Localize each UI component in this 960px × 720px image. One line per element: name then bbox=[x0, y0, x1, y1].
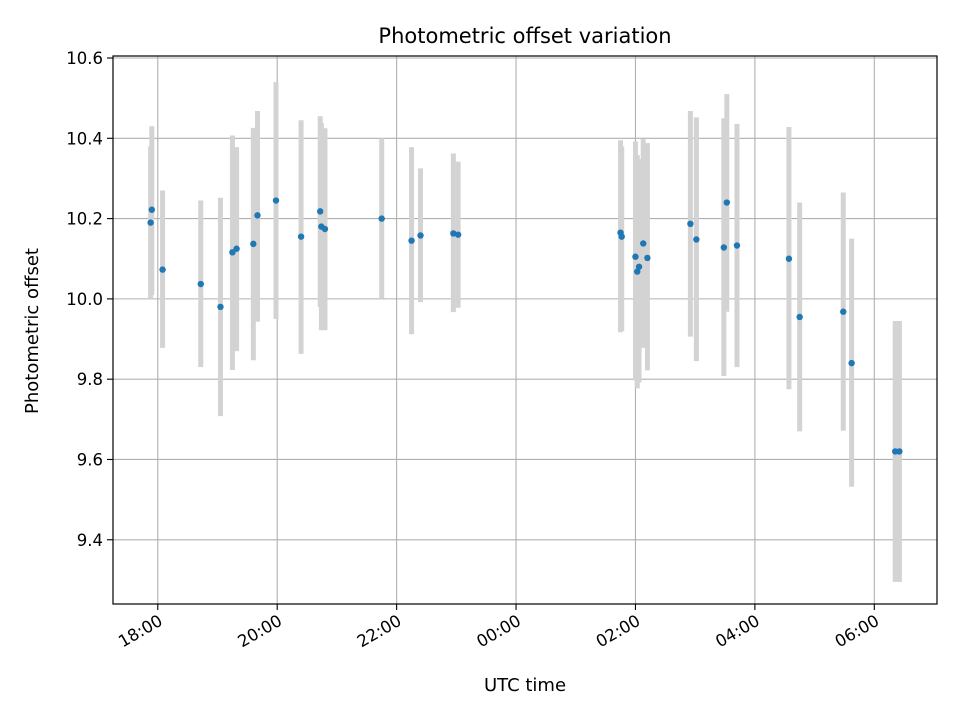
data-point bbox=[272, 197, 280, 204]
data-point bbox=[644, 254, 651, 262]
y-tick-label: 10.0 bbox=[66, 290, 103, 309]
data-point bbox=[785, 255, 793, 262]
y-tick-label: 10.2 bbox=[66, 210, 103, 229]
data-point bbox=[250, 240, 257, 248]
data-point bbox=[147, 219, 154, 226]
y-tick-label: 10.6 bbox=[66, 49, 103, 68]
data-point bbox=[316, 208, 324, 215]
data-point bbox=[635, 263, 643, 270]
y-axis-label: Photometric offset bbox=[22, 248, 43, 414]
data-point bbox=[417, 232, 424, 239]
data-point bbox=[297, 233, 305, 240]
y-tick-label: 9.8 bbox=[77, 370, 103, 389]
x-axis-label: UTC time bbox=[484, 675, 566, 696]
data-point bbox=[229, 249, 236, 256]
data-point bbox=[687, 220, 694, 228]
y-axis: 9.4 9.6 9.8 10.0 10.2 10.4 10.6 bbox=[66, 49, 113, 550]
data-point bbox=[840, 308, 847, 315]
data-point bbox=[217, 303, 224, 311]
data-point bbox=[148, 206, 156, 213]
y-tick-label: 9.4 bbox=[77, 531, 103, 550]
data-point bbox=[693, 236, 700, 243]
y-tick-label: 10.4 bbox=[66, 129, 103, 148]
data-point bbox=[197, 280, 204, 288]
data-points bbox=[147, 197, 903, 455]
data-point bbox=[408, 237, 415, 244]
plot-frame bbox=[112, 55, 938, 605]
data-point bbox=[733, 242, 741, 249]
y-tick-label: 9.6 bbox=[77, 450, 103, 469]
data-point bbox=[450, 230, 457, 237]
data-point bbox=[454, 231, 462, 238]
data-point bbox=[720, 244, 728, 251]
data-point bbox=[254, 212, 261, 219]
data-point bbox=[159, 266, 166, 273]
data-point bbox=[634, 268, 641, 275]
data-point bbox=[896, 448, 903, 455]
data-point bbox=[796, 313, 803, 321]
chart-title: Photometric offset variation bbox=[378, 24, 671, 48]
data-point bbox=[378, 215, 385, 222]
data-point bbox=[848, 359, 855, 367]
data-point bbox=[618, 233, 625, 240]
data-point bbox=[640, 240, 647, 247]
data-point bbox=[321, 225, 329, 233]
data-point bbox=[233, 245, 240, 252]
data-point bbox=[632, 253, 639, 260]
data-point bbox=[723, 199, 731, 206]
